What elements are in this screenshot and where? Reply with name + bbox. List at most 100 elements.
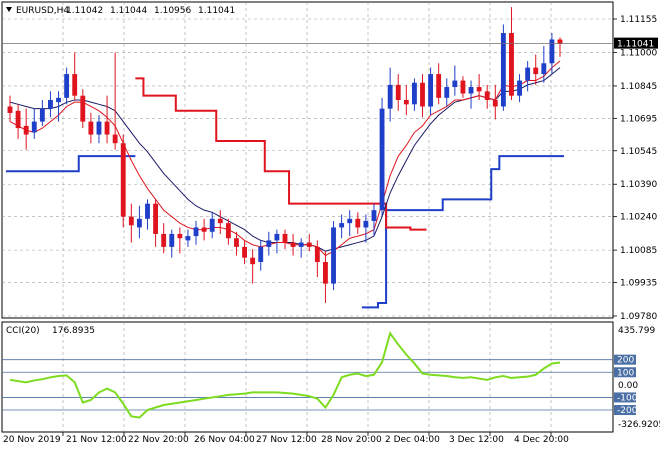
candle-body: [484, 91, 490, 100]
candle-body: [403, 100, 409, 105]
candle-body: [161, 233, 167, 247]
time-tick-label: 26 Nov 04:00: [194, 435, 255, 445]
cci-header: CCI(20) 176.8935: [6, 326, 95, 336]
time-tick-label: 28 Nov 20:00: [321, 435, 382, 445]
cci-tick-label: 435.799: [618, 326, 655, 336]
cci-tick-label: -200: [617, 406, 638, 416]
candle-body: [80, 95, 86, 122]
cci-tick-label: -326.9205: [618, 420, 660, 430]
candle-body: [460, 80, 466, 94]
candle-body: [290, 242, 296, 247]
main-pane[interactable]: [1, 1, 614, 319]
candle-body: [120, 143, 126, 217]
time-tick-label: 27 Nov 12:00: [256, 435, 317, 445]
candle-body: [217, 218, 223, 224]
stop-line-down: [135, 77, 427, 231]
time-tick-label: 2 Dec 04:00: [385, 435, 440, 445]
cci-levels: [2, 359, 613, 411]
current-price-box: [614, 37, 658, 49]
candle-body: [339, 223, 345, 228]
candle-body: [509, 33, 514, 96]
candle-body: [541, 63, 547, 75]
candle-body: [39, 108, 45, 122]
price-tick-label: 1.10545: [620, 147, 657, 157]
cci-tick-label: 0.00: [618, 381, 638, 391]
price-tick-label: 1.10085: [620, 246, 657, 256]
candle-body: [428, 74, 434, 107]
candle-body: [347, 218, 353, 224]
candle-body: [395, 84, 401, 100]
candle-body: [177, 233, 183, 239]
candle-body: [201, 227, 207, 232]
candle-body: [88, 121, 94, 135]
price-tick-label: 1.10390: [620, 180, 657, 190]
candle-body: [23, 125, 29, 135]
candle-body: [225, 223, 231, 239]
trailing-stop-lines: [5, 77, 565, 309]
cci-level-box: [614, 405, 636, 416]
cci-level-box: [614, 354, 636, 365]
candle-body: [136, 218, 142, 228]
candle-body: [7, 106, 13, 113]
candle-body: [242, 246, 247, 258]
candle-body: [500, 33, 506, 107]
time-tick-label: 3 Dec 12:00: [449, 435, 504, 445]
candle-body: [306, 242, 312, 247]
cci-line: [9, 330, 561, 419]
price-tick-label: 1.09935: [620, 279, 657, 289]
cci-level-box: [614, 392, 636, 403]
current-price-label: 1.11041: [617, 40, 654, 50]
cci-level-box: [614, 367, 636, 378]
chart-header: EURUSD,H4 1.11042 1.11044 1.10956 1.1104…: [6, 6, 235, 16]
low-value: 1.10956: [154, 6, 191, 16]
candle-body: [169, 233, 175, 247]
candle-body: [371, 210, 377, 221]
candle-body: [250, 257, 256, 265]
dropdown-triangle-icon[interactable]: [6, 7, 12, 12]
candle-body: [234, 238, 239, 247]
candle-body: [444, 87, 450, 98]
candle-body: [15, 110, 21, 129]
price-tick-label: 1.11000: [620, 48, 657, 58]
price-tick-label: 1.09780: [620, 312, 657, 322]
price-axis: 1.11155 1.11000 1.10845 1.10695 1.10545 1.103…: [613, 15, 657, 322]
candle-body: [145, 203, 150, 219]
cci-tick-label: -100: [617, 393, 638, 403]
candle-body: [452, 80, 458, 88]
candle-body: [476, 87, 482, 92]
candle-body: [468, 87, 474, 94]
time-tick-label: 21 Nov 12:00: [66, 435, 127, 445]
candle-body: [379, 108, 385, 211]
candle-body: [298, 242, 304, 247]
candle-body: [517, 80, 522, 96]
candle-body: [525, 67, 531, 81]
candle-body: [420, 82, 425, 107]
cci-line-group: [9, 330, 561, 419]
time-tick-label: 4 Dec 20:00: [514, 435, 569, 445]
cci-value: 176.8935: [52, 326, 95, 336]
symbol-label: EURUSD,H4: [16, 6, 69, 16]
cci-grid: [62, 322, 552, 432]
candle-body: [387, 84, 393, 109]
current-price-marker: 1.11041: [2, 37, 658, 50]
price-tick-label: 1.10845: [620, 82, 657, 92]
candle-body: [549, 39, 555, 64]
close-value: 1.11041: [198, 6, 235, 16]
candle-body: [96, 121, 102, 135]
candle-body: [72, 74, 78, 96]
time-tick-label: 22 Nov 20:00: [128, 435, 189, 445]
cci-tick-label: 200: [617, 356, 634, 366]
price-tick-label: 1.11155: [620, 15, 657, 25]
candle-body: [209, 218, 215, 232]
candle-body: [533, 67, 539, 75]
candle-body: [48, 100, 53, 109]
price-tick-label: 1.10240: [620, 213, 657, 223]
candle-body: [104, 121, 110, 135]
candle-body: [258, 246, 264, 262]
candle-body: [282, 233, 288, 243]
candle-body: [64, 74, 70, 98]
candle-body: [31, 121, 37, 133]
time-axis: 20 Nov 2019 21 Nov 12:00 22 Nov 20:00 26 No…: [3, 432, 569, 445]
candle-body: [56, 97, 61, 103]
